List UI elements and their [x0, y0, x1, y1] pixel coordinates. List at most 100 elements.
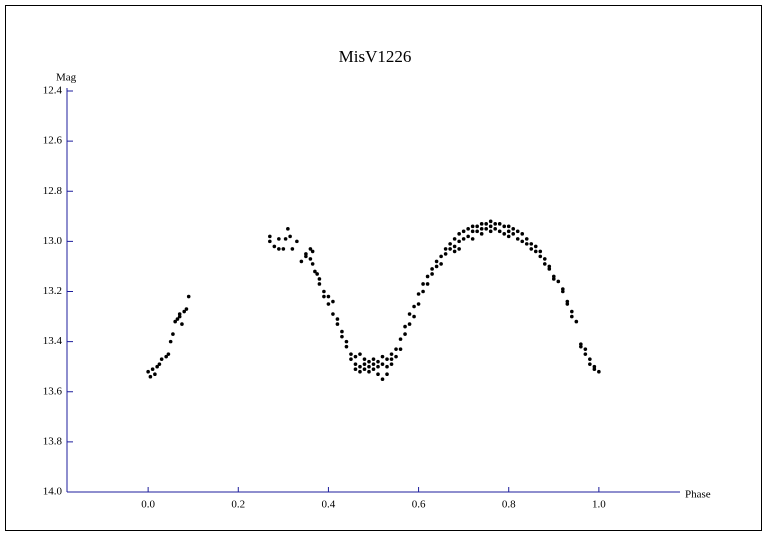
data-point — [547, 267, 552, 271]
data-point — [277, 237, 281, 241]
data-point — [283, 237, 288, 241]
data-point — [344, 339, 349, 344]
data-point — [376, 372, 380, 377]
data-point — [570, 309, 574, 314]
data-point — [511, 227, 516, 231]
data-point — [479, 232, 484, 236]
data-point — [515, 229, 520, 234]
data-point — [299, 259, 304, 264]
data-point — [367, 369, 371, 374]
data-point — [479, 222, 484, 226]
data-point — [479, 227, 484, 231]
data-point — [371, 362, 376, 366]
data-point — [434, 264, 439, 269]
data-point — [148, 374, 153, 379]
data-point — [533, 244, 538, 249]
data-point — [389, 362, 394, 366]
x-tick-label: 0.4 — [322, 499, 336, 511]
data-point — [542, 262, 547, 266]
data-point — [493, 222, 497, 226]
data-point — [331, 299, 335, 304]
data-point — [362, 362, 367, 366]
data-point — [520, 239, 525, 244]
data-point — [515, 237, 520, 241]
data-point — [488, 229, 493, 234]
data-point — [457, 232, 461, 236]
data-point — [380, 354, 385, 359]
x-tick-label: 1.0 — [592, 499, 606, 511]
data-point — [376, 364, 380, 369]
data-point — [353, 354, 358, 359]
data-point — [475, 229, 479, 234]
data-point — [565, 299, 570, 304]
data-point — [561, 289, 565, 294]
data-point — [353, 367, 358, 371]
data-point — [326, 302, 331, 306]
data-point — [268, 239, 272, 244]
data-point — [288, 234, 292, 239]
data-point — [389, 352, 394, 356]
data-point — [466, 234, 470, 239]
data-point — [421, 282, 425, 286]
data-point — [461, 237, 466, 241]
data-point — [322, 294, 326, 299]
data-point — [425, 274, 430, 279]
data-point — [281, 247, 286, 251]
data-point — [358, 364, 362, 369]
x-axis-label: Phase — [685, 489, 711, 501]
data-point — [155, 364, 159, 369]
y-tick-label: 12.6 — [43, 135, 63, 147]
data-point — [398, 337, 403, 341]
data-point — [371, 367, 376, 371]
data-point — [574, 319, 579, 324]
y-tick-label: 13.2 — [43, 285, 62, 297]
data-point — [452, 244, 457, 249]
data-point — [349, 352, 353, 356]
data-point — [551, 274, 556, 279]
data-point — [385, 364, 389, 369]
data-point — [157, 362, 162, 366]
data-point — [146, 369, 150, 374]
data-point — [317, 277, 322, 281]
data-point — [448, 247, 452, 251]
data-point — [416, 302, 421, 306]
data-point — [470, 224, 475, 229]
data-point — [538, 254, 543, 259]
data-point — [295, 239, 299, 244]
data-point — [443, 247, 448, 251]
data-point — [308, 247, 313, 251]
data-point — [470, 229, 475, 234]
data-point — [497, 229, 502, 234]
data-point — [380, 377, 385, 382]
data-point — [362, 367, 367, 371]
data-point — [184, 307, 189, 311]
data-point — [412, 314, 416, 319]
data-point — [331, 312, 335, 316]
data-point — [529, 242, 534, 246]
data-point — [304, 252, 308, 256]
data-point — [524, 237, 529, 241]
data-point — [488, 224, 493, 229]
data-point — [398, 347, 403, 351]
data-point — [542, 257, 547, 261]
data-point — [367, 359, 371, 364]
data-point — [597, 369, 601, 374]
data-point — [322, 289, 326, 294]
data-point — [506, 234, 511, 239]
data-point — [488, 219, 493, 224]
data-point — [180, 322, 184, 326]
data-point — [583, 352, 588, 356]
data-point — [380, 362, 385, 366]
y-tick-label: 12.8 — [43, 185, 63, 197]
data-point — [308, 257, 313, 261]
data-point — [304, 254, 308, 259]
data-point — [452, 249, 457, 254]
data-point — [344, 344, 349, 349]
data-point — [389, 357, 394, 361]
data-point — [506, 224, 511, 229]
data-point — [340, 329, 344, 334]
y-tick-label: 13.4 — [43, 335, 63, 347]
data-point — [367, 364, 371, 369]
data-point — [173, 319, 177, 324]
data-point — [290, 247, 295, 251]
